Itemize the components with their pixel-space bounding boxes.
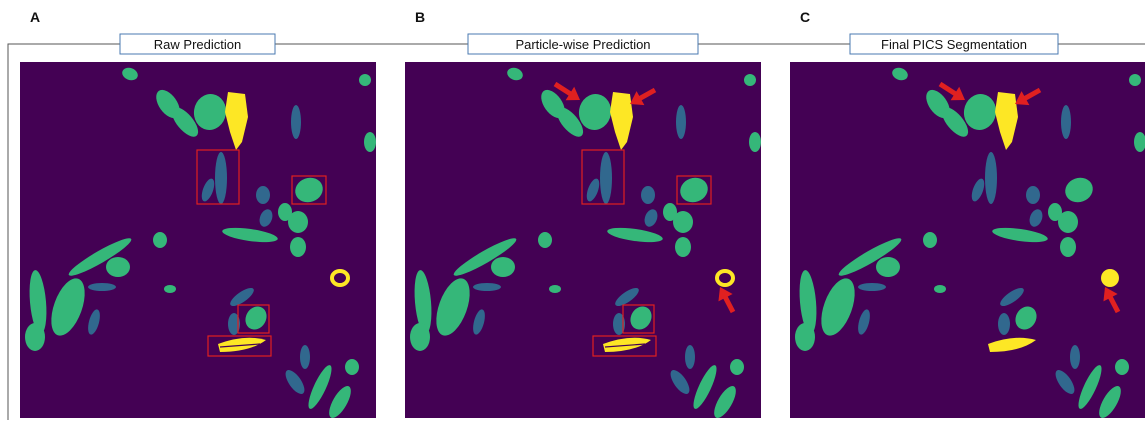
cell <box>641 186 655 204</box>
cell <box>858 283 886 291</box>
cell <box>675 237 691 257</box>
panel-letter: B <box>415 9 425 25</box>
cell <box>345 359 359 375</box>
cell <box>730 359 744 375</box>
cell <box>1101 269 1119 287</box>
cell <box>491 257 515 277</box>
segmentation-image <box>20 62 376 421</box>
cell <box>215 152 227 204</box>
cell <box>106 257 130 277</box>
cell <box>998 313 1010 335</box>
cell <box>153 232 167 248</box>
cell <box>876 257 900 277</box>
segmentation-image <box>790 62 1145 421</box>
cell <box>410 323 430 351</box>
segmentation-image <box>405 62 761 421</box>
cell <box>88 283 116 291</box>
cell <box>300 345 310 369</box>
panel-title: Raw Prediction <box>154 37 241 52</box>
cell <box>549 285 561 293</box>
cell <box>1058 211 1078 233</box>
cell <box>923 232 937 248</box>
panel-title: Particle-wise Prediction <box>515 37 650 52</box>
panel-title: Final PICS Segmentation <box>881 37 1027 52</box>
figure: A Raw Prediction B Particle-wise Prediction… <box>0 0 1145 427</box>
cell <box>1115 359 1129 375</box>
cell <box>1129 74 1141 86</box>
cell <box>934 285 946 293</box>
cell <box>256 186 270 204</box>
cell <box>795 323 815 351</box>
cell <box>685 345 695 369</box>
panel-letter: C <box>800 9 810 25</box>
cell <box>1026 186 1040 204</box>
cell <box>359 74 371 86</box>
cell <box>673 211 693 233</box>
cell <box>1060 237 1076 257</box>
cell <box>985 152 997 204</box>
cell <box>290 237 306 257</box>
panel-letter: A <box>30 9 40 25</box>
cell <box>288 211 308 233</box>
cell <box>1061 105 1071 139</box>
cell <box>25 323 45 351</box>
cell <box>600 152 612 204</box>
cell <box>1070 345 1080 369</box>
cell <box>749 132 761 152</box>
cell <box>538 232 552 248</box>
cell <box>473 283 501 291</box>
cell <box>164 285 176 293</box>
cell <box>676 105 686 139</box>
cell <box>291 105 301 139</box>
cell <box>744 74 756 86</box>
cell <box>364 132 376 152</box>
